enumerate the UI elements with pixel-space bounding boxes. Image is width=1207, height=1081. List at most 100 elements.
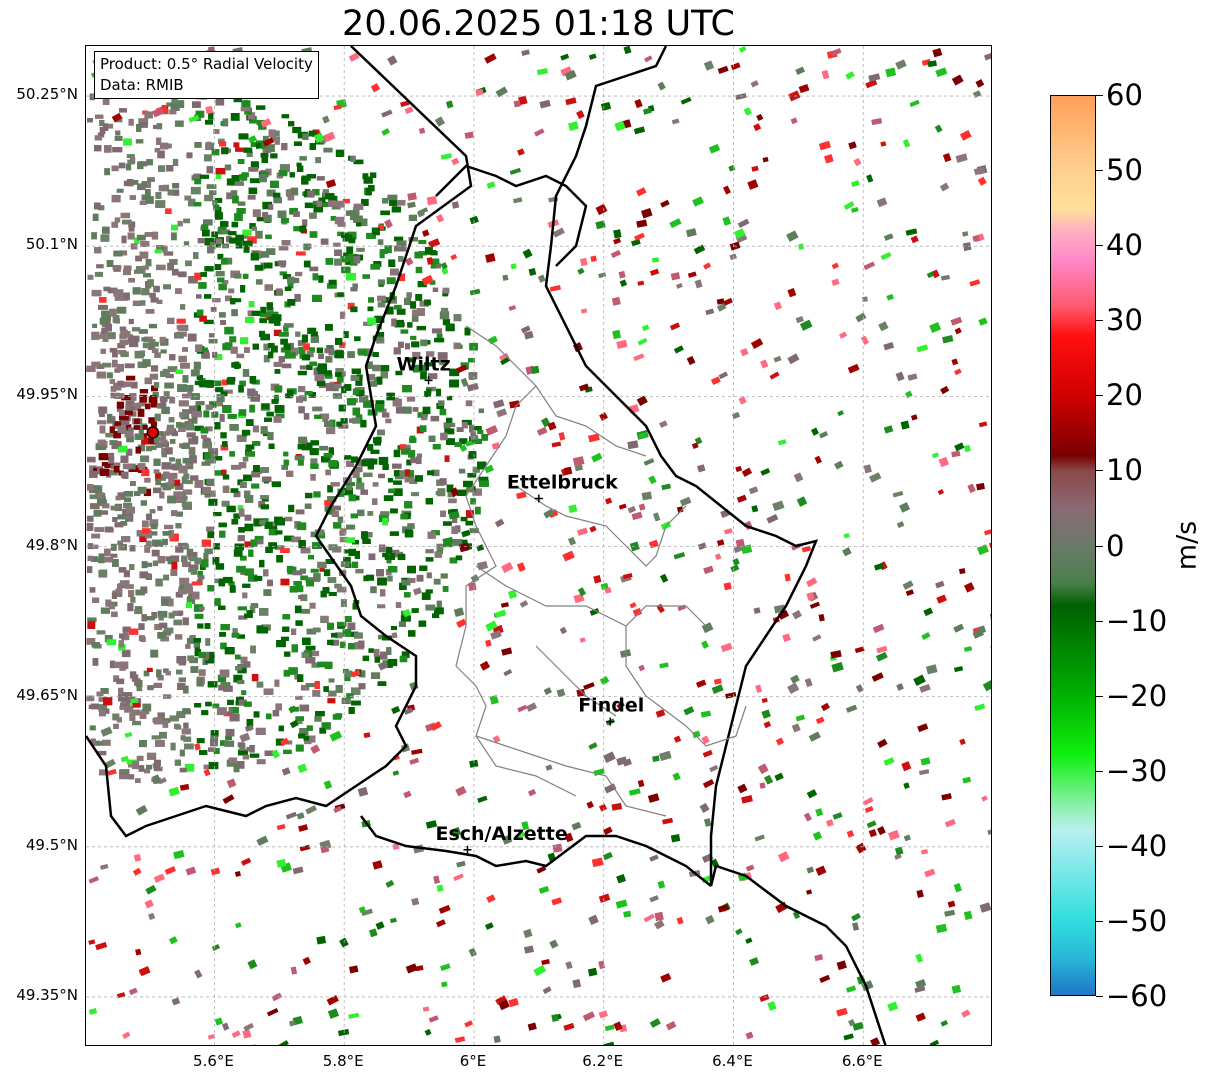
- radar-echo: [169, 354, 175, 360]
- radar-echo: [354, 204, 364, 210]
- radar-echo: [450, 254, 457, 260]
- radar-echo: [157, 506, 162, 511]
- radar-echo: [182, 729, 191, 735]
- radar-echo: [302, 638, 311, 645]
- radar-echo: [649, 895, 659, 902]
- radar-echo: [350, 306, 357, 312]
- radar-echo: [178, 466, 187, 473]
- radar-echo: [479, 480, 489, 487]
- radar-echo: [307, 191, 315, 198]
- radar-echo: [191, 369, 200, 376]
- radar-echo: [475, 507, 481, 515]
- radar-echo: [731, 62, 741, 70]
- radar-echo: [144, 769, 150, 774]
- radar-echo: [671, 834, 680, 842]
- radar-echo: [347, 351, 355, 358]
- radar-echo: [119, 416, 129, 420]
- radar-echo: [434, 579, 441, 585]
- radar-echo: [123, 139, 132, 146]
- radar-echo: [115, 421, 121, 425]
- radar-echo: [212, 200, 217, 205]
- radar-echo: [275, 703, 281, 710]
- radar-echo-layer: [86, 46, 992, 1046]
- radar-echo: [735, 928, 743, 935]
- radar-echo: [382, 518, 388, 525]
- radar-echo: [227, 378, 235, 384]
- lat-tick-label: 49.35°N: [0, 986, 78, 1004]
- radar-echo: [100, 234, 109, 241]
- radar-echo: [573, 456, 585, 466]
- radar-echo: [415, 294, 422, 301]
- radar-echo: [839, 332, 847, 339]
- radar-echo: [312, 690, 320, 697]
- colorbar-tick-label: 20: [1106, 380, 1143, 410]
- radar-echo: [718, 66, 729, 74]
- lon-tick-label: 5.8°E: [303, 1052, 383, 1070]
- radar-echo: [205, 702, 211, 706]
- radar-echo: [851, 207, 859, 213]
- radar-echo: [344, 549, 351, 553]
- radar-echo: [425, 1029, 432, 1036]
- radar-echo: [145, 232, 154, 237]
- radar-echo: [537, 68, 548, 75]
- radar-echo: [129, 225, 135, 232]
- radar-map[interactable]: Wiltz Ettelbruck Findel Esch/Alzette: [85, 45, 992, 1046]
- radar-echo: [193, 252, 198, 259]
- radar-echo: [161, 407, 169, 414]
- radar-echo: [245, 725, 254, 732]
- radar-echo: [346, 246, 353, 253]
- lon-tick-label: 6°E: [433, 1052, 513, 1070]
- radar-echo: [236, 208, 245, 214]
- radar-echo: [192, 101, 201, 107]
- radar-echo: [205, 106, 213, 114]
- radar-echo: [434, 338, 444, 342]
- radar-echo: [611, 803, 622, 811]
- radar-echo: [419, 128, 425, 134]
- radar-echo: [298, 444, 305, 449]
- radar-echo: [320, 616, 328, 623]
- radar-echo: [936, 924, 947, 933]
- radar-echo: [671, 272, 680, 280]
- radar-echo: [334, 250, 342, 256]
- radar-echo: [350, 156, 355, 162]
- radar-echo: [637, 395, 648, 406]
- radar-echo: [169, 612, 175, 618]
- radar-echo: [139, 740, 147, 747]
- radar-echo: [402, 385, 412, 392]
- radar-echo: [921, 757, 931, 765]
- radar-echo: [490, 630, 502, 639]
- radar-echo: [989, 542, 992, 549]
- radar-echo: [427, 196, 438, 205]
- radar-echo: [523, 249, 533, 259]
- radar-echo: [181, 555, 187, 562]
- radar-echo: [157, 300, 163, 304]
- radar-echo: [169, 457, 175, 461]
- radar-echo: [118, 446, 127, 453]
- radar-echo: [232, 175, 240, 181]
- radar-echo: [194, 703, 201, 707]
- radar-echo: [207, 531, 214, 538]
- radar-echo: [454, 607, 464, 617]
- radar-echo: [336, 685, 343, 693]
- radar-echo: [227, 258, 232, 265]
- radar-echo: [256, 279, 263, 284]
- radar-echo: [143, 425, 148, 430]
- radar-echo: [105, 527, 113, 533]
- radar-echo: [420, 340, 427, 347]
- radar-echo: [456, 619, 467, 628]
- radar-echo: [760, 359, 768, 368]
- radar-echo: [147, 279, 153, 286]
- radar-echo: [967, 484, 975, 494]
- radar-echo: [98, 553, 104, 559]
- radar-echo: [160, 439, 167, 443]
- radar-echo: [325, 470, 331, 475]
- radar-echo: [819, 141, 831, 151]
- radar-echo: [248, 1044, 257, 1046]
- radar-echo: [333, 714, 341, 719]
- radar-echo: [406, 292, 411, 298]
- radar-echo: [763, 721, 771, 728]
- radar-echo: [268, 352, 273, 359]
- radar-echo: [245, 317, 254, 323]
- colorbar-tick-mark: [1096, 95, 1103, 96]
- radar-echo: [275, 385, 283, 392]
